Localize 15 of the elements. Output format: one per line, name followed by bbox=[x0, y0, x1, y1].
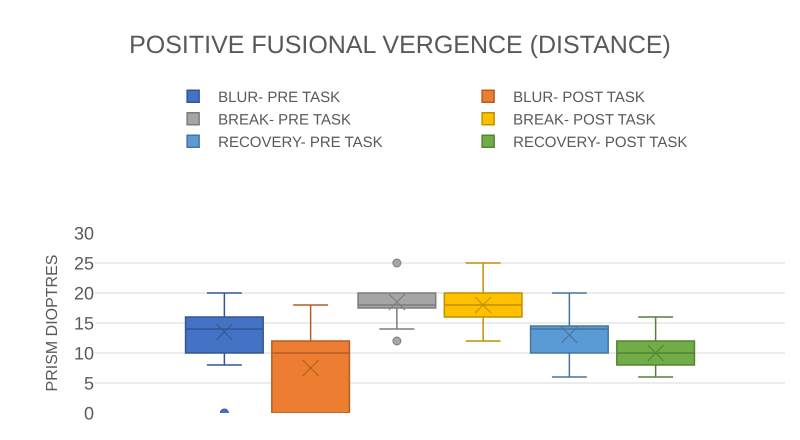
y-axis-title: PRISM DIOPTRES bbox=[44, 254, 61, 392]
y-tick-label: 0 bbox=[84, 403, 94, 424]
legend-label: RECOVERY- PRE TASK bbox=[218, 134, 383, 152]
legend-label: BLUR- PRE TASK bbox=[218, 89, 340, 106]
y-tick-label: 10 bbox=[74, 343, 94, 364]
y-tick-label: 15 bbox=[74, 313, 94, 334]
y-tick-label: 25 bbox=[74, 253, 94, 274]
chart-title: POSITIVE FUSIONAL VERGENCE (DISTANCE) bbox=[129, 30, 671, 59]
y-tick-label: 30 bbox=[74, 223, 94, 244]
y-tick-label: 20 bbox=[74, 283, 94, 304]
legend-label: RECOVERY- POST TASK bbox=[513, 134, 688, 152]
y-tick-label: 5 bbox=[84, 373, 94, 394]
legend-label: BREAK- PRE TASK bbox=[218, 112, 351, 129]
legend-label: BREAK- POST TASK bbox=[513, 112, 656, 129]
legend-label: BLUR- POST TASK bbox=[513, 89, 645, 106]
